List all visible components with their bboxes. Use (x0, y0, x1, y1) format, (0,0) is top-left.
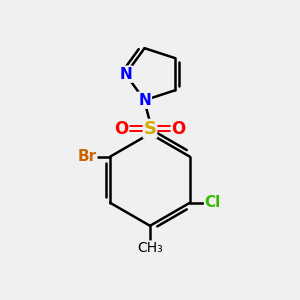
Text: O: O (171, 120, 186, 138)
Text: N: N (119, 67, 132, 82)
Text: N: N (138, 93, 151, 108)
Text: O: O (114, 120, 129, 138)
Text: Br: Br (78, 149, 97, 164)
Text: S: S (143, 120, 157, 138)
Text: Cl: Cl (205, 195, 221, 210)
Text: CH₃: CH₃ (137, 241, 163, 255)
